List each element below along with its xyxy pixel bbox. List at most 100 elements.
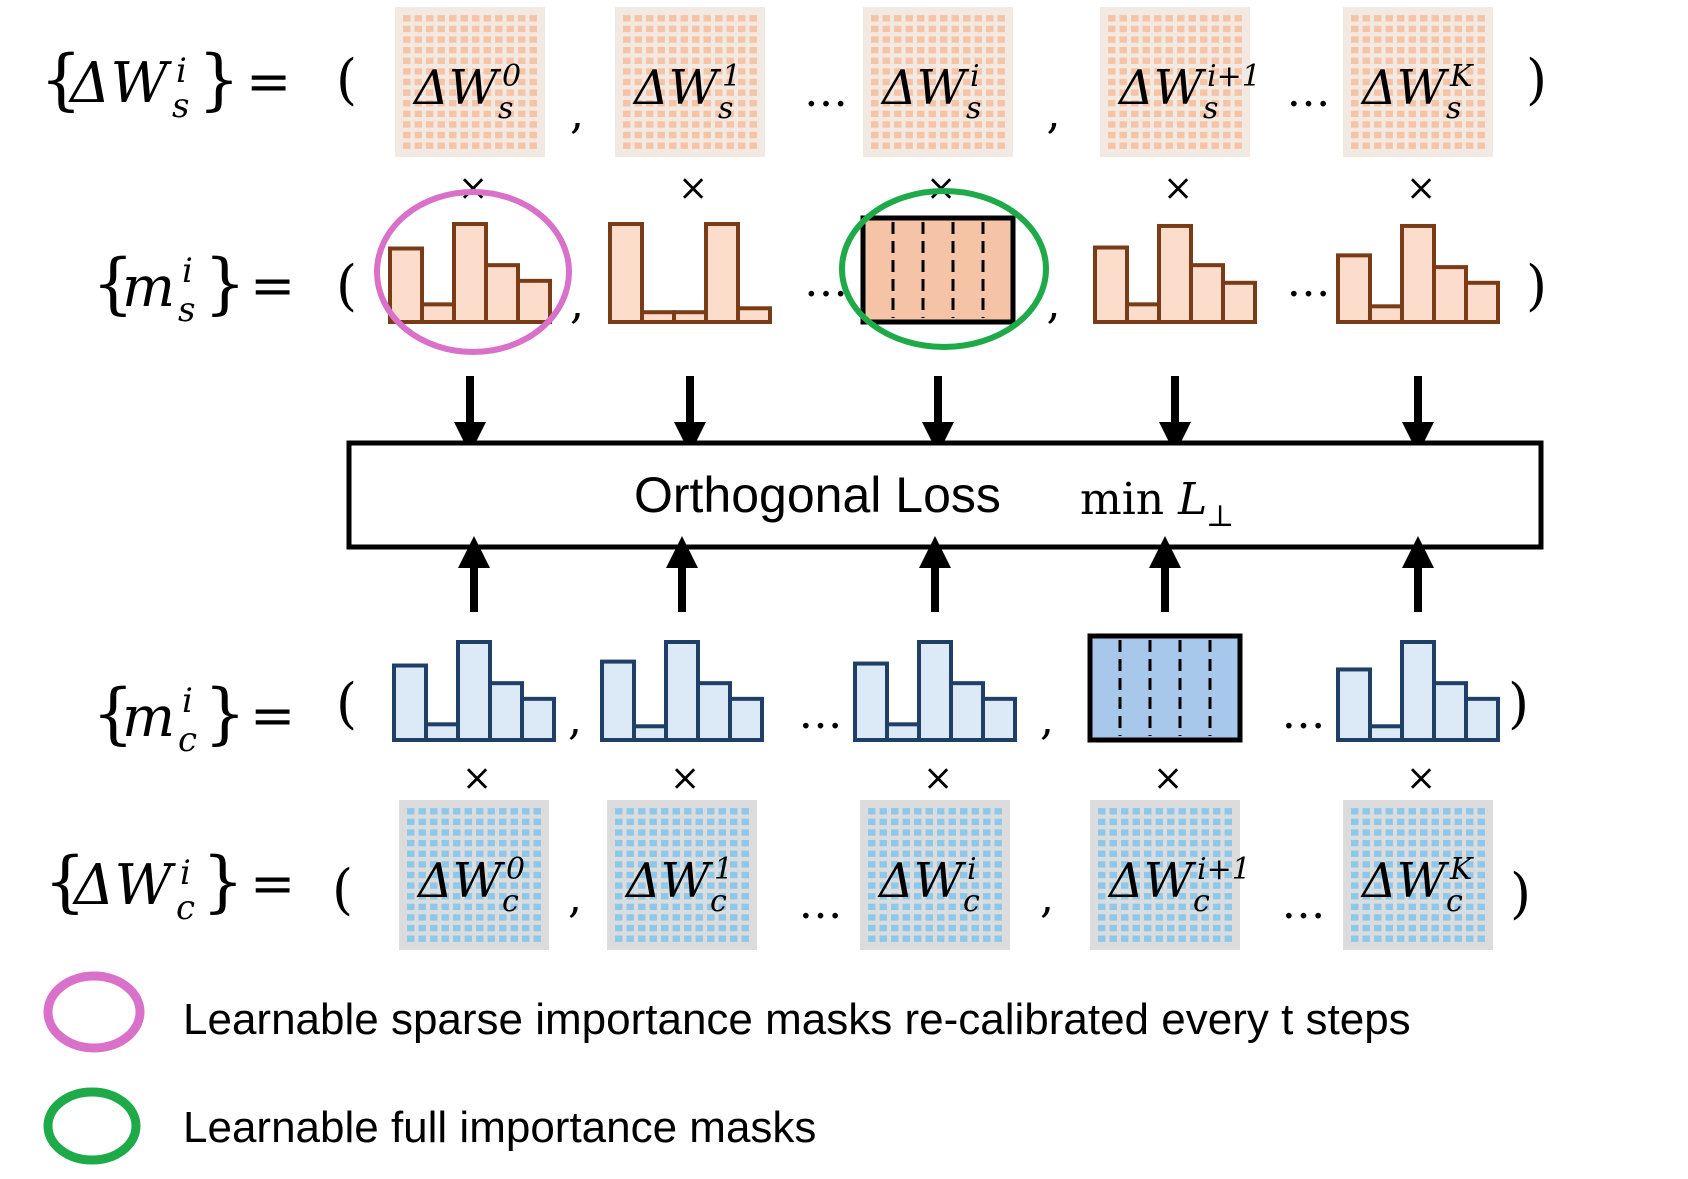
- content-full-mask-3: [1087, 633, 1243, 743]
- mask-bar: [1464, 280, 1500, 324]
- brace-close: }: [202, 843, 244, 920]
- row-style-masks: { m i s } = ( , …, … ): [92, 188, 1547, 355]
- mask-bar: [456, 640, 492, 742]
- set-label-style-masks: { m i s } =: [92, 245, 295, 330]
- style-full-mask-2: [860, 215, 1016, 325]
- open-paren: (: [332, 858, 353, 921]
- ellipsis-separator: …: [804, 66, 848, 117]
- content-sparse-mask-1: [600, 640, 764, 743]
- weight-sub: s: [718, 91, 733, 126]
- ellipsis-separator: …: [799, 688, 843, 739]
- loss-sub: ⊥: [1206, 499, 1234, 534]
- multiply-symbol-0: ×: [458, 168, 488, 209]
- mask-bar: [1368, 724, 1404, 743]
- weight-sup: i: [970, 59, 980, 94]
- ellipsis-separator: …: [1282, 688, 1326, 739]
- mask-bar: [600, 659, 636, 742]
- brace-close: }: [204, 675, 246, 752]
- weight-symbol: ΔW: [632, 60, 722, 116]
- content-sparse-mask-2: [853, 640, 1017, 743]
- multiply-symbol-3: ×: [1153, 758, 1183, 799]
- mask-bar: [704, 222, 740, 324]
- weight-symbol: ΔW: [624, 853, 714, 909]
- weight-sub: c: [1446, 884, 1463, 919]
- weight-sup: 1: [714, 852, 733, 887]
- mask-bar: [420, 302, 456, 324]
- weight-label-1: ΔW 1c: [624, 852, 733, 919]
- comma-separator: ,: [568, 694, 582, 745]
- mask-bar: [640, 310, 676, 325]
- mask-bar: [388, 246, 424, 324]
- content-masks: [392, 633, 1500, 743]
- content-sparse-mask-4: [1336, 640, 1500, 743]
- content-weight-grid-2: [860, 800, 1010, 950]
- row-content-weights: { ΔW i c } = ( ΔW 0c ΔW 1c ΔW ic ΔW i+1c ΔW Kc ,……: [44, 800, 1531, 950]
- set-sub: c: [178, 720, 197, 760]
- legend-label-sparse: Learnable sparse importance masks re-cal…: [183, 995, 1411, 1044]
- weight-sup: 0: [502, 59, 521, 94]
- weight-sup: 0: [506, 852, 525, 887]
- comma-separator: ,: [1047, 88, 1061, 139]
- style-weight-grid-2: [863, 7, 1013, 157]
- mask-bar: [632, 724, 668, 743]
- set-sub: s: [172, 86, 189, 126]
- weight-sub: s: [966, 91, 981, 126]
- multiply-symbol-4: ×: [1406, 168, 1436, 209]
- set-label-style-weights: { ΔW i s } =: [40, 41, 291, 126]
- mask-bar: [452, 222, 488, 324]
- mask-bar: [516, 278, 552, 324]
- mask-bar: [853, 661, 889, 742]
- mask-bar: [728, 696, 764, 743]
- style-weight-grids: [395, 7, 1493, 157]
- loss-min: min: [1080, 474, 1164, 525]
- comma-separator: ,: [570, 278, 584, 329]
- weight-label-0: ΔW 0c: [416, 852, 525, 919]
- mask-bar: [949, 681, 985, 742]
- multiply-symbols-style: × × × × ×: [458, 168, 1436, 209]
- ellipsis-separator: …: [804, 256, 848, 307]
- highlight-full-circle: [839, 188, 1049, 350]
- close-paren: ): [1526, 254, 1547, 317]
- weight-sub: s: [498, 91, 513, 126]
- content-weight-grid-4: [1343, 800, 1493, 950]
- set-sup: i: [182, 681, 193, 721]
- weight-sup: i: [967, 852, 977, 887]
- weight-sup: 1: [722, 59, 741, 94]
- weight-label-3: ΔW i+1s: [1117, 59, 1261, 126]
- set-sup: i: [176, 51, 187, 91]
- equals-sign: =: [250, 852, 295, 915]
- equals-sign: =: [250, 254, 295, 317]
- weight-label-0: ΔW 0s: [412, 59, 521, 126]
- mask-bar: [1189, 263, 1225, 325]
- legend-item-sparse: Learnable sparse importance masks re-cal…: [43, 971, 1411, 1053]
- weight-sub: c: [710, 884, 727, 919]
- weight-symbol: ΔW: [1360, 60, 1450, 116]
- orthogonal-loss-box: Orthogonal Loss min L ⊥: [346, 440, 1544, 550]
- brace-close: }: [198, 41, 240, 118]
- set-label-content-masks: { m i c } =: [92, 675, 295, 760]
- mask-bar: [1432, 681, 1468, 742]
- weight-symbol: ΔW: [877, 853, 967, 909]
- mask-bar: [424, 722, 460, 743]
- equals-sign: =: [250, 684, 295, 747]
- legend-swatch-sparse: [43, 971, 145, 1053]
- style-weight-grid-3: [1100, 7, 1250, 157]
- content-weight-grid-0: [399, 800, 549, 950]
- weight-symbol: ΔW: [880, 60, 970, 116]
- weight-sup: i+1: [1197, 852, 1251, 887]
- mask-bar: [1368, 304, 1404, 325]
- brace-open: {: [92, 675, 134, 752]
- style-weight-grid-4: [1343, 7, 1493, 157]
- set-symbol: m: [122, 255, 175, 320]
- arrows-into-loss-bottom: [458, 536, 1434, 612]
- open-paren: (: [336, 254, 357, 317]
- mask-bar: [488, 681, 524, 742]
- close-paren: ): [1526, 48, 1547, 111]
- mask-bar: [736, 306, 772, 324]
- mask-bar: [672, 310, 708, 325]
- style-masks: [374, 188, 1500, 355]
- mask-bar: [664, 640, 700, 742]
- set-symbol: ΔW: [68, 51, 172, 116]
- mask-bar: [608, 222, 644, 324]
- legend-item-full: Learnable full importance masks: [43, 1087, 816, 1165]
